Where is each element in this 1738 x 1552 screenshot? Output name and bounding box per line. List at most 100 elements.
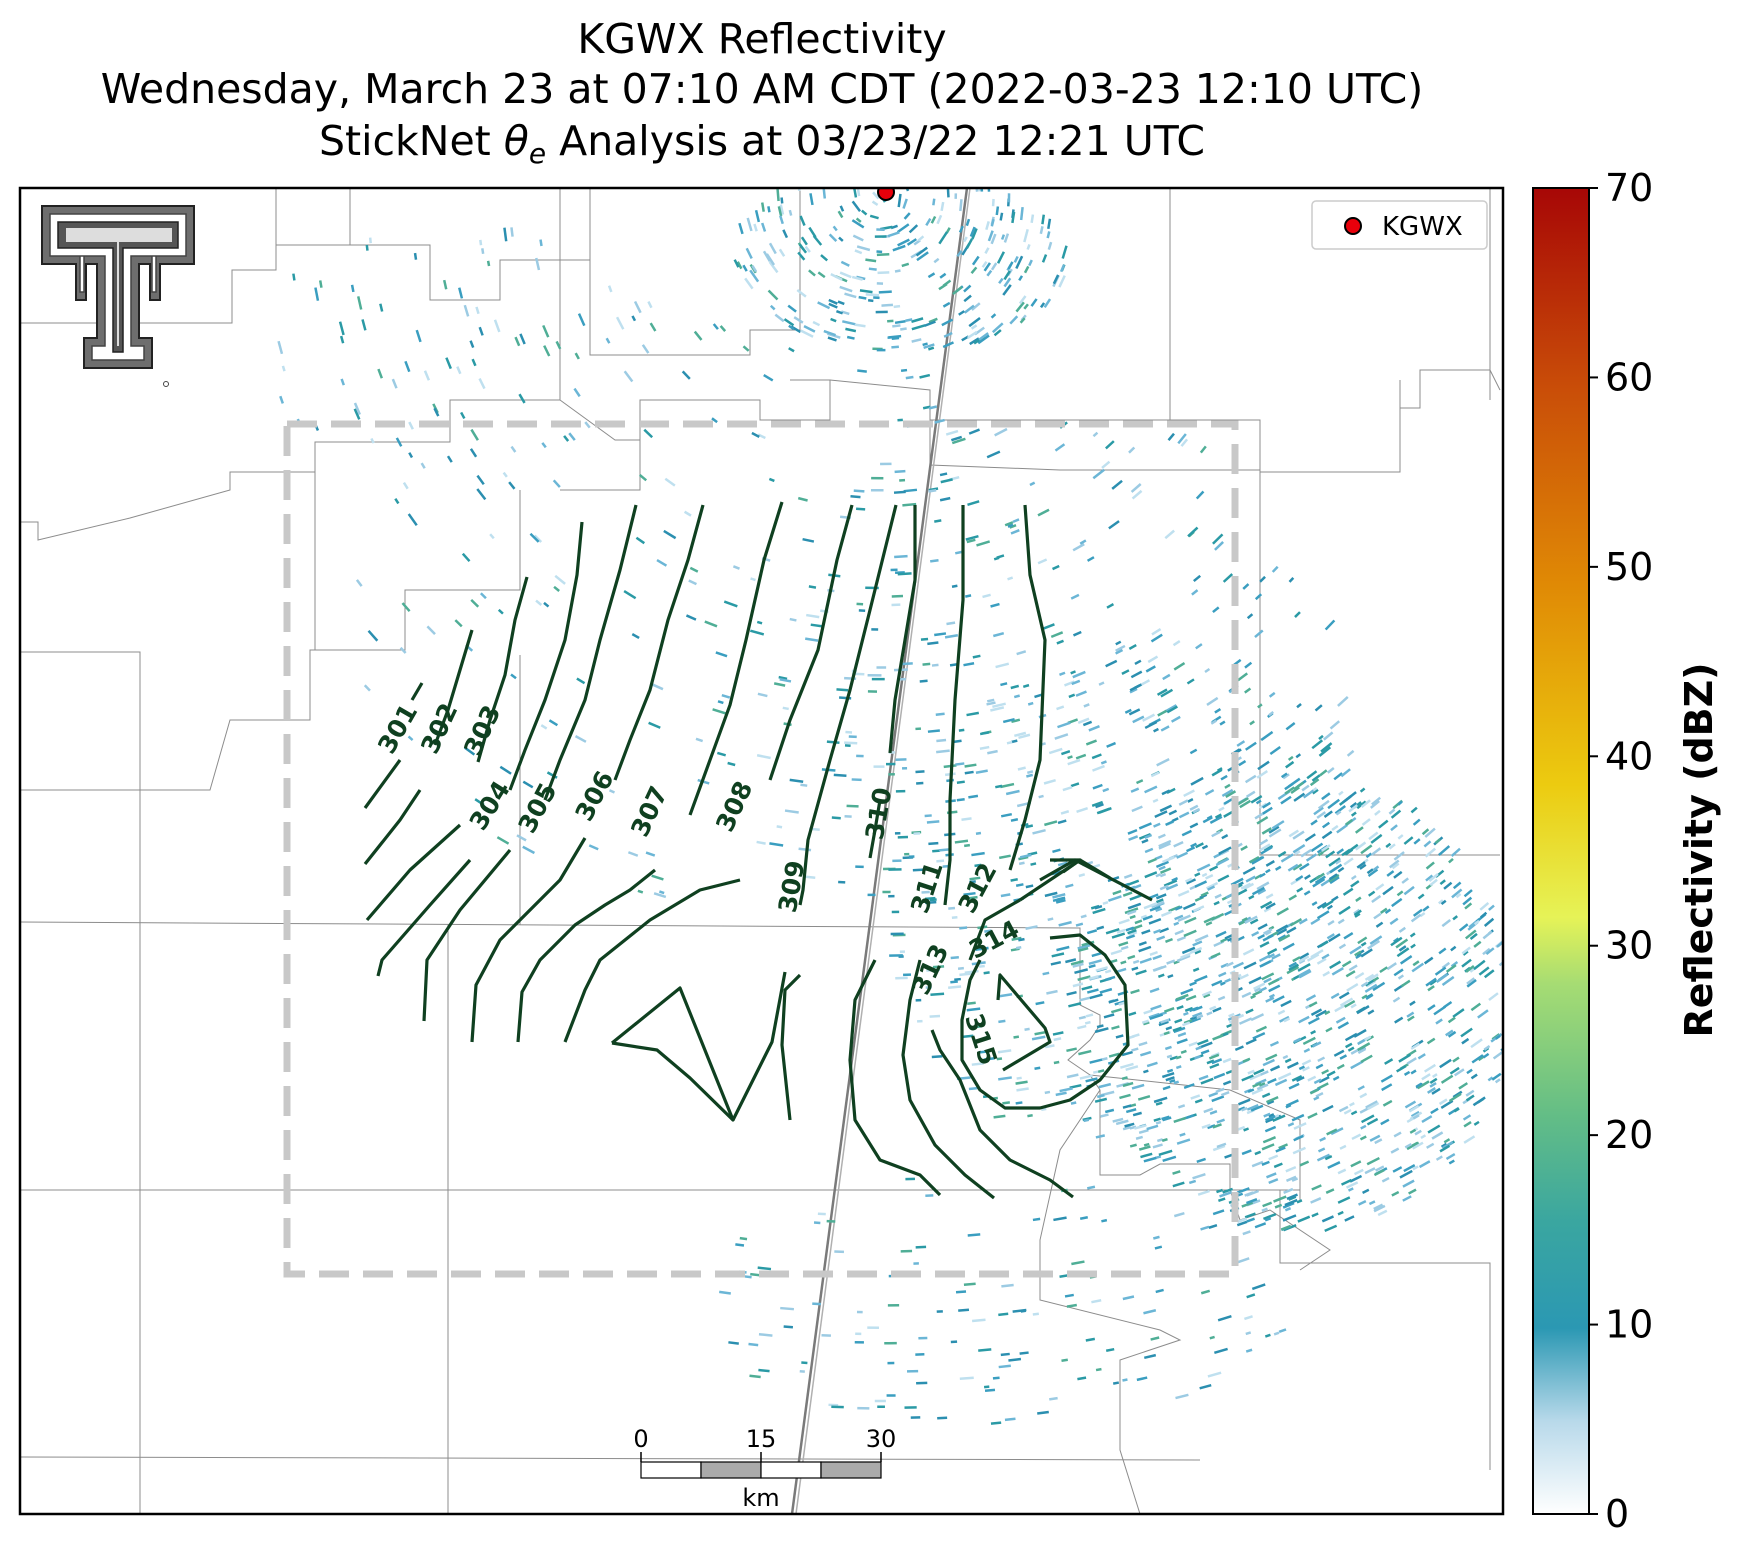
radar-echo-gate [464, 746, 476, 756]
radar-echo-gate [1177, 914, 1191, 922]
radar-echo-gate [1265, 860, 1275, 867]
radar-echo-gate [1053, 1060, 1060, 1065]
radar-echo-gate [1072, 982, 1084, 988]
radar-echo-gate [635, 536, 646, 545]
radar-echo-gate [1266, 1099, 1275, 1105]
radar-echo-gate [1192, 967, 1200, 972]
radar-echo-gate [1245, 875, 1256, 883]
radar-echo-gate [1094, 1097, 1108, 1103]
radar-echo-gate [1326, 767, 1335, 774]
radar-echo-gate [1186, 678, 1195, 685]
radar-echo-gate [1271, 953, 1281, 960]
radar-echo-gate [1042, 971, 1050, 976]
radar-echo-gate [833, 773, 847, 778]
radar-echo-gate [867, 298, 874, 303]
radar-echo-gate [1255, 1025, 1268, 1033]
radar-echo-gate [1165, 883, 1179, 891]
contour-308-upper [768, 504, 854, 781]
radar-echo-gate [1330, 1127, 1344, 1136]
radar-echo-gate [1083, 703, 1090, 708]
radar-echo-gate [1228, 1012, 1235, 1018]
radar-echo-gate [965, 218, 971, 227]
radar-echo-gate [1057, 861, 1068, 867]
radar-echo-gate [850, 495, 861, 499]
radar-echo-gate [1002, 717, 1015, 724]
radar-echo-gate [1034, 1030, 1047, 1036]
radar-echo-gate [1470, 1038, 1483, 1049]
radar-echo-gate [1214, 541, 1225, 551]
radar-echo-gate [510, 673, 517, 680]
radar-echo-gate [1346, 983, 1359, 992]
radar-echo-gate [1110, 1008, 1123, 1014]
radar-echo-gate [796, 289, 807, 298]
radar-echo-gate [1124, 708, 1132, 714]
radar-echo-gate [442, 279, 448, 290]
radar-echo-gate [788, 324, 795, 331]
radar-echo-gate [689, 566, 699, 573]
radar-echo-gate [1112, 1381, 1120, 1385]
radar-echo-gate [1143, 1353, 1157, 1360]
radar-echo-gate [968, 794, 979, 799]
radar-echo-gate [1031, 1035, 1046, 1041]
legend-box [1311, 200, 1488, 250]
radar-echo-gate [1209, 1335, 1215, 1340]
radar-echo-gate [1360, 844, 1373, 855]
radar-echo-gate [1321, 1215, 1334, 1223]
radar-echo-gate [1224, 978, 1232, 983]
radar-echo-gate [1139, 957, 1152, 964]
radar-echo-gate [1000, 812, 1013, 818]
radar-echo-gate [1345, 1042, 1353, 1049]
radar-echo-gate [693, 330, 703, 341]
radar-echo-gate [1131, 966, 1139, 971]
radar-echo-gate [1076, 807, 1089, 814]
radar-echo-gate [735, 1243, 745, 1247]
radar-echo-gate [1024, 1027, 1030, 1031]
radar-echo-gate [1213, 900, 1220, 906]
radar-echo-gate [1346, 749, 1355, 757]
radar-echo-gate [1421, 1115, 1433, 1123]
radar-echo-gate [1458, 1082, 1469, 1090]
radar-echo-gate [935, 712, 945, 716]
radar-echo-gate [874, 176, 878, 180]
radar-echo-gate [1127, 879, 1140, 886]
radar-echo-gate [1333, 1049, 1345, 1057]
contour-302 [363, 789, 422, 865]
radar-echo-gate [925, 217, 932, 227]
radar-echo-gate [1184, 1006, 1194, 1012]
radar-echo-gate [1396, 1064, 1407, 1073]
radar-echo-gate [1122, 891, 1133, 897]
radar-echo-gate [1105, 975, 1116, 981]
radar-echo-gate [1307, 1075, 1317, 1082]
radar-echo-gate [1245, 1038, 1257, 1045]
radar-echo-gate [1429, 1081, 1437, 1088]
radar-echo-gate [1330, 992, 1340, 1000]
radar-echo-gate [363, 684, 371, 692]
radar-echo-gate [1019, 317, 1026, 324]
radar-echo-gate [1238, 1017, 1253, 1025]
radar-echo-gate [828, 298, 838, 305]
radar-echo-gate [1165, 937, 1173, 943]
radar-echo-gate [1122, 1125, 1132, 1131]
radar-echo-gate [994, 427, 1008, 437]
radar-echo-gate [1180, 438, 1189, 447]
radar-echo-gate [1247, 1069, 1255, 1075]
radar-echo-gate [1306, 770, 1318, 780]
radar-echo-gate [932, 198, 936, 206]
radar-echo-gate [837, 210, 844, 219]
radar-echo-gate [1366, 1156, 1380, 1166]
radar-echo-gate [1293, 1134, 1304, 1142]
radar-echo-gate [958, 310, 965, 316]
radar-echo-gate [1402, 1195, 1412, 1202]
radar-echo-gate [1115, 640, 1122, 646]
radar-echo-gate [783, 318, 795, 327]
radar-echo-gate [1285, 1165, 1297, 1173]
radar-echo-gate [763, 373, 774, 382]
radar-echo-gate [1161, 789, 1171, 796]
radar-echo-gate [394, 498, 400, 505]
radar-echo-gate [1381, 1176, 1390, 1183]
radar-echo-gate [1412, 818, 1421, 826]
radar-echo-gate [1190, 1015, 1198, 1021]
radar-echo-gate [1183, 1018, 1193, 1025]
radar-echo-gate [1318, 1075, 1330, 1084]
radar-echo-gate [1390, 1147, 1400, 1154]
